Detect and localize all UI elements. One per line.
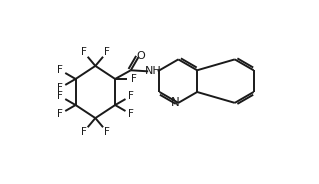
Text: F: F — [128, 109, 134, 119]
Text: NH: NH — [145, 66, 161, 76]
Text: F: F — [57, 83, 63, 93]
Text: F: F — [104, 47, 110, 57]
Text: F: F — [81, 127, 86, 137]
Text: F: F — [57, 91, 63, 101]
Text: F: F — [131, 74, 137, 84]
Text: O: O — [137, 51, 145, 61]
Text: F: F — [57, 65, 63, 75]
Text: F: F — [104, 127, 110, 137]
Text: N: N — [170, 96, 179, 109]
Text: F: F — [128, 91, 134, 101]
Text: F: F — [81, 47, 86, 57]
Text: F: F — [57, 109, 63, 119]
